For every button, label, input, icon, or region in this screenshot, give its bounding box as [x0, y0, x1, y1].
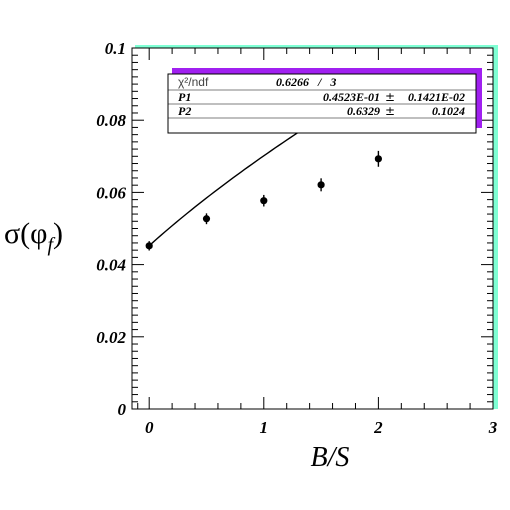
x-tick-labels: 0 1 2 3	[145, 418, 498, 437]
stats-p2-value: 0.6329	[347, 104, 380, 118]
y-axis-title-close: )	[53, 217, 63, 250]
data-points	[145, 150, 382, 251]
y-tick-label: 0.04	[96, 256, 126, 275]
x-axis-title: B/S	[311, 442, 350, 473]
x-tick-label: 3	[488, 418, 498, 437]
data-point	[260, 197, 268, 205]
y-tick-labels: 0 0.02 0.04 0.06 0.08 0.1	[96, 39, 126, 419]
y-axis-title-sub: f	[47, 234, 55, 256]
stats-chi2-label: χ²/ndf	[178, 75, 209, 89]
svg-text:σ(φf): σ(φf)	[4, 217, 63, 256]
y-tick-label: 0.08	[96, 111, 126, 130]
data-point	[145, 242, 153, 250]
x-tick-label: 0	[145, 418, 154, 437]
stats-p2-pm: ±	[385, 104, 395, 118]
stats-p2-error: 0.1024	[432, 104, 465, 118]
data-point	[317, 181, 325, 189]
x-tick-label: 2	[373, 418, 383, 437]
data-point	[202, 215, 211, 223]
stats-p2-name: P2	[178, 104, 191, 118]
y-tick-label: 0.02	[96, 328, 126, 347]
stats-box-frame	[167, 73, 477, 134]
y-tick-label: 0	[118, 400, 127, 419]
stats-p1-error: 0.1421E-02	[408, 90, 465, 104]
stats-p1-name: P1	[178, 90, 191, 104]
stats-p1-value: 0.4523E-01	[323, 90, 380, 104]
y-axis-title-main: σ(φ	[4, 217, 47, 250]
axis-ticks	[132, 47, 494, 410]
y-tick-label: 0.1	[105, 39, 126, 58]
data-point	[374, 155, 382, 163]
stats-box: χ²/ndf 0.6266 / 3 P1 0.4523E-01 ± 0.1421…	[167, 68, 482, 134]
x-tick-label: 1	[260, 418, 269, 437]
stats-chi2-value: 0.6266 / 3	[276, 75, 336, 89]
stats-p1-pm: ±	[385, 90, 395, 104]
y-axis-title: σ(φf)	[4, 217, 63, 256]
y-tick-label: 0.06	[96, 183, 126, 202]
